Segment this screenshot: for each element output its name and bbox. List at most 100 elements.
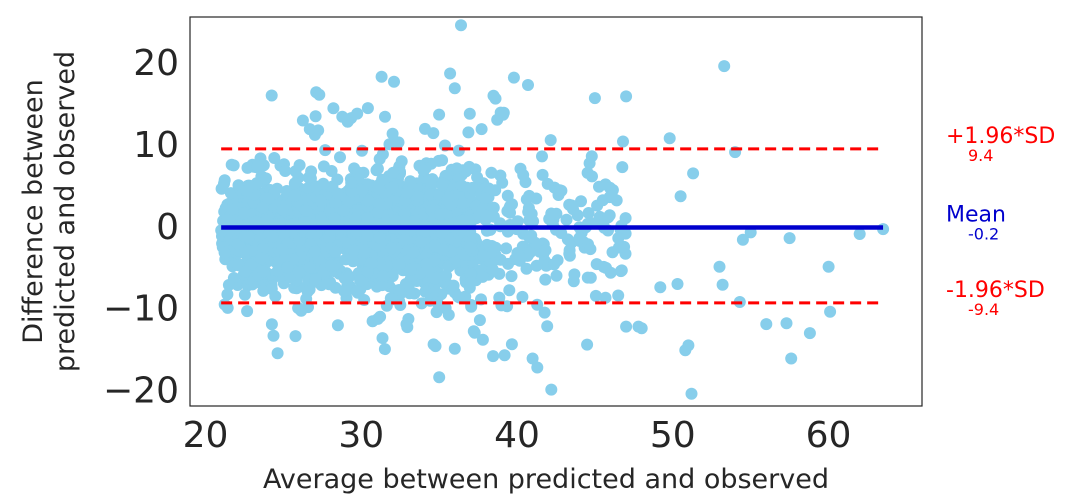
scatter-point (502, 257, 515, 270)
scatter-point (218, 246, 231, 259)
scatter-point (476, 270, 489, 283)
scatter-point (250, 215, 263, 228)
scatter-point (389, 214, 402, 227)
scatter-point (530, 259, 543, 272)
scatter-point (372, 206, 384, 219)
scatter-point (448, 82, 461, 95)
scatter-point (616, 161, 629, 174)
scatter-point (520, 193, 533, 206)
scatter-point (394, 299, 407, 311)
mean-value: -0.2 (968, 224, 999, 243)
scatter-point (585, 150, 598, 163)
scatter-point (401, 186, 414, 199)
scatter-point (251, 159, 264, 172)
scatter-point (347, 255, 360, 268)
scatter-point (620, 90, 633, 103)
scatter-point (581, 338, 594, 351)
scatter-point (387, 166, 400, 179)
x-tick-label: 30 (338, 415, 384, 456)
scatter-point (599, 291, 612, 304)
scatter-point (429, 272, 442, 285)
scatter-point (544, 134, 557, 147)
scatter-point (486, 263, 499, 276)
scatter-point (448, 342, 461, 355)
scatter-point (824, 305, 837, 318)
scatter-point (279, 165, 292, 177)
scatter-point (600, 261, 612, 274)
scatter-point (241, 305, 254, 318)
scatter-point (433, 108, 446, 121)
y-tick-label: 20 (133, 43, 179, 84)
scatter-point (539, 244, 552, 257)
scatter-point (498, 349, 511, 362)
scatter-point (334, 151, 346, 164)
scatter-point (477, 249, 490, 262)
scatter-point (471, 171, 484, 184)
scatter-point (292, 266, 305, 278)
scatter-point (618, 240, 631, 253)
scatter-point (541, 320, 554, 333)
scatter-point (354, 283, 367, 296)
scatter-point (415, 297, 428, 310)
scatter-point (548, 258, 561, 271)
scatter-point (288, 177, 301, 190)
scatter-point (526, 352, 539, 365)
scatter-point (289, 165, 302, 178)
y-axis-label-line-1: Difference between (18, 79, 49, 344)
scatter-point (377, 270, 389, 283)
scatter-point (289, 330, 302, 343)
scatter-point (288, 189, 301, 202)
x-axis-label: Average between predicted and observed (263, 464, 829, 495)
scatter-point (295, 304, 308, 317)
scatter-point (398, 214, 411, 227)
scatter-point (539, 273, 552, 286)
scatter-point (361, 102, 374, 115)
scatter-point (463, 107, 476, 120)
scatter-point (336, 110, 349, 123)
scatter-point (590, 258, 603, 271)
scatter-point (276, 203, 289, 216)
scatter-point (226, 203, 239, 216)
scatter-point (457, 197, 470, 210)
scatter-point (354, 274, 367, 287)
scatter-point (679, 344, 692, 357)
scatter-point (225, 158, 238, 171)
y-axis-label: Difference between predicted and observe… (18, 51, 81, 372)
scatter-point (370, 164, 383, 177)
scatter-point (314, 194, 327, 207)
x-tick-label: 20 (183, 415, 229, 456)
scatter-point (500, 242, 513, 255)
scatter-point (437, 243, 450, 256)
scatter-point (466, 181, 479, 194)
scatter-point (325, 259, 337, 272)
scatter-point (687, 167, 700, 180)
scatter-point (503, 202, 516, 214)
scatter-point (355, 144, 368, 157)
scatter-point (358, 246, 371, 259)
scatter-point (314, 213, 327, 226)
scatter-point (303, 123, 316, 136)
scatter-point (560, 213, 573, 226)
scatter-point (281, 261, 294, 274)
scatter-point (511, 247, 524, 259)
scatter-point (617, 135, 629, 148)
scatter-point (371, 312, 384, 325)
scatter-point (531, 298, 544, 311)
scatter-point (545, 207, 558, 220)
lower-limit-value: -9.4 (968, 300, 999, 319)
upper-limit-label: +1.96*SD (946, 124, 1055, 149)
scatter-point (271, 264, 284, 277)
scatter-point (305, 165, 318, 178)
scatter-point (238, 288, 251, 301)
scatter-point (612, 289, 625, 302)
scatter-point (379, 110, 391, 123)
scatter-point (308, 246, 321, 258)
scatter-point (588, 92, 601, 105)
scatter-point (584, 271, 597, 284)
scatter-point (376, 332, 389, 345)
y-tick-label: 10 (133, 125, 179, 166)
scatter-point (523, 231, 536, 244)
scatter-point (393, 258, 406, 271)
scatter-point (400, 318, 413, 331)
scatter-point (356, 184, 369, 196)
